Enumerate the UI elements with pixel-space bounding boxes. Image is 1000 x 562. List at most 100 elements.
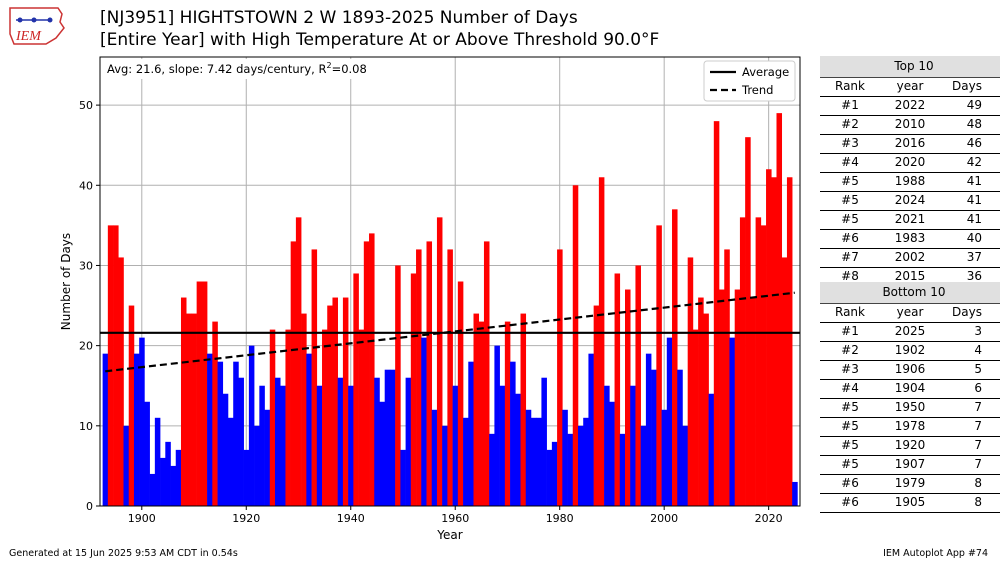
- bottom10-row: #5 1978 7: [820, 418, 1000, 437]
- iem-logo: IEM: [9, 7, 65, 45]
- top10-row: #5 2024 41: [820, 192, 1000, 211]
- top10-row-cell: 2021: [894, 212, 926, 226]
- bar-2010: [713, 121, 720, 507]
- bar-2021: [771, 177, 777, 506]
- top10-row: #7 2002 37: [820, 249, 1000, 268]
- bar-1935: [322, 329, 328, 506]
- bar-1969: [499, 385, 506, 506]
- bar-1974: [525, 409, 532, 506]
- top10-row: #5 2021 41: [820, 211, 1000, 230]
- bar-1921: [248, 345, 255, 506]
- bar-2012: [724, 249, 730, 506]
- bottom10-row: #6 1905 8: [820, 494, 1000, 513]
- bar-1918: [233, 361, 239, 506]
- bottom10-header-row: Rank year Days: [820, 304, 1000, 323]
- bar-1909: [186, 313, 192, 506]
- x-tick-label: 2000: [650, 512, 678, 525]
- bar-1981: [562, 409, 568, 506]
- bar-2020: [766, 169, 772, 506]
- x-tick-label: 1900: [128, 512, 156, 525]
- bottom10-row-cell: 1920: [894, 438, 926, 452]
- bar-1939: [342, 297, 349, 506]
- bottom10-row: #4 1904 6: [820, 380, 1000, 399]
- bar-2000: [661, 409, 668, 506]
- bar-1902: [149, 473, 156, 506]
- bar-1927: [280, 385, 286, 506]
- bar-2014: [734, 289, 741, 506]
- bar-2016: [745, 137, 751, 506]
- bottom10-row-cell: 6: [974, 381, 982, 395]
- bar-2025: [792, 481, 798, 506]
- y-tick-label: 40: [79, 179, 93, 192]
- top10-header-row-cell: Rank: [835, 79, 865, 93]
- bottom10-row: #5 1920 7: [820, 437, 1000, 456]
- bottom10-row-cell: 1902: [894, 343, 926, 357]
- top10-row-cell: 46: [966, 136, 982, 150]
- bar-1923: [259, 385, 265, 506]
- bar-1917: [227, 417, 234, 506]
- bar-1996: [640, 425, 647, 506]
- bottom10-row-cell: #6: [841, 495, 859, 509]
- bar-1957: [436, 217, 443, 506]
- x-tick-label: 2020: [755, 512, 783, 525]
- bottom10-row-cell: 8: [974, 495, 982, 509]
- bar-1963: [468, 361, 474, 506]
- bottom10-title: Bottom 10: [820, 282, 1000, 304]
- bottom10-row-cell: 1978: [894, 419, 926, 433]
- bar-1926: [275, 377, 281, 506]
- y-tick-label: 0: [86, 500, 93, 513]
- bar-1990: [609, 401, 615, 506]
- bottom10-row: #6 1979 8: [820, 475, 1000, 494]
- chart-title-line2: [Entire Year] with High Temperature At o…: [100, 30, 660, 50]
- y-tick-label: 50: [79, 99, 93, 112]
- bar-1894: [107, 225, 114, 506]
- logo-text: IEM: [15, 29, 42, 44]
- bar-1903: [154, 417, 161, 506]
- bar-1931: [301, 313, 307, 506]
- top10-row-cell: 1988: [894, 174, 926, 188]
- bar-1911: [196, 281, 203, 506]
- bar-1922: [254, 425, 260, 506]
- x-tick-label: 1920: [232, 512, 260, 525]
- bottom10-row-cell: #6: [841, 476, 859, 490]
- y-tick-label: 30: [79, 259, 93, 272]
- top10-row-cell: #2: [841, 117, 859, 131]
- top10-row-cell: 36: [966, 269, 982, 283]
- bar-1907: [175, 449, 182, 506]
- stats-text: Avg: 21.6, slope: 7.42 days/century, R2=…: [107, 61, 367, 76]
- bar-1943: [363, 241, 370, 507]
- y-tick-label: 10: [79, 420, 93, 433]
- bar-1919: [238, 377, 244, 506]
- x-tick-label: 1960: [441, 512, 469, 525]
- bar-1973: [520, 313, 527, 506]
- bar-1900: [139, 337, 145, 506]
- bar-1987: [593, 305, 600, 506]
- bar-2007: [698, 297, 704, 506]
- bar-1946: [379, 401, 386, 506]
- bottom10-row-cell: 1979: [894, 476, 926, 490]
- bar-1953: [416, 249, 422, 506]
- bar-1955: [426, 241, 433, 507]
- bar-1960: [452, 385, 459, 506]
- bottom10-row: #5 1907 7: [820, 456, 1000, 475]
- bar-1993: [625, 289, 631, 506]
- bottom10-row-cell: #4: [841, 381, 859, 395]
- bar-2017: [750, 297, 756, 506]
- top10-row-cell: 2015: [894, 269, 926, 283]
- bottom10-row-cell: 4: [974, 343, 982, 357]
- bar-1979: [551, 441, 558, 506]
- bottom10-row-cell: #3: [841, 362, 859, 376]
- bar-1975: [530, 417, 537, 506]
- top10-table: Top 10 Rank year Days #1 2022 49 #2 2010 48 #3 2016…: [820, 56, 1000, 287]
- trend-line: [105, 291, 795, 373]
- bar-1937: [332, 297, 338, 506]
- top10-header-row-cell: Days: [952, 79, 982, 93]
- bar-1893: [102, 353, 109, 506]
- bar-1961: [457, 281, 464, 506]
- x-tick-label: 1980: [546, 512, 574, 525]
- footer-generated: Generated at 15 Jun 2025 9:53 AM CDT in …: [9, 548, 238, 559]
- bottom10-row-cell: #1: [841, 324, 859, 338]
- bar-2024: [786, 177, 793, 506]
- chart-title-line1: [NJ3951] HIGHTSTOWN 2 W 1893-2025 Number…: [100, 8, 578, 28]
- top10-row-cell: 2016: [894, 136, 926, 150]
